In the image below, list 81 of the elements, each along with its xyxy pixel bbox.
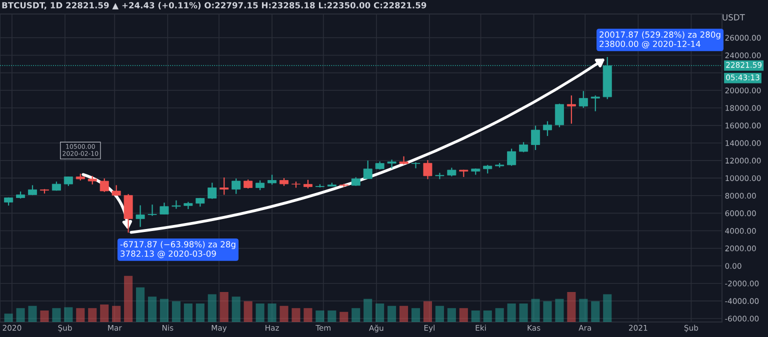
bar: [292, 308, 300, 322]
bar: [112, 306, 121, 322]
candlestick: [160, 202, 169, 215]
bar: [232, 296, 240, 322]
candlestick: [435, 172, 444, 180]
bar: [423, 301, 432, 322]
candlestick: [136, 204, 145, 228]
bar: [399, 306, 408, 322]
y-axis-title: USDT: [722, 14, 745, 20]
bar: [100, 304, 109, 322]
candlestick: [124, 194, 133, 234]
bar: [447, 308, 456, 322]
bar: [603, 294, 612, 322]
candlestick: [148, 204, 157, 216]
bar: [244, 301, 252, 322]
bar: [483, 310, 492, 322]
bar: [4, 314, 13, 322]
bar: [76, 308, 85, 322]
candlestick: [363, 160, 372, 180]
candlestick: [256, 180, 265, 191]
bar: [364, 298, 372, 322]
bar: [519, 304, 528, 322]
bar: [88, 308, 97, 322]
bar: [268, 304, 276, 322]
bar: [52, 308, 61, 322]
bar: [567, 292, 576, 322]
bar: [28, 306, 37, 322]
candlestick: [543, 120, 552, 137]
candlestick: [244, 178, 253, 190]
bar: [459, 308, 468, 322]
bar: [316, 310, 324, 322]
bar: [16, 308, 25, 322]
candlestick: [387, 159, 396, 169]
bar: [280, 306, 288, 322]
bar: [40, 310, 49, 322]
annotation: 20017.87 (529.28%) za 280g 23800.00 @ 2020-12-14: [600, 31, 720, 48]
candlestick: [399, 156, 408, 166]
bar: [543, 301, 552, 322]
bar: [591, 301, 600, 322]
bar: [435, 306, 444, 322]
candlestick: [531, 125, 540, 151]
bar: [388, 306, 396, 322]
candlestick: [578, 90, 588, 108]
bar: [507, 304, 516, 322]
candlestick: [220, 176, 229, 196]
candlestick: [554, 103, 564, 128]
candlestick: [507, 148, 516, 166]
candlestick: [411, 162, 420, 169]
bar: [184, 304, 192, 322]
candlestick: [590, 94, 600, 112]
bar: [64, 307, 73, 322]
chart-title: BTCUSDT, 1D 22821.59 ▲ +24.43 (+0.11%) O:22797.15 H:23285.18 L:22350.00 C:22821.59: [2, 2, 426, 10]
candlestick: [566, 94, 576, 124]
bar: [256, 304, 264, 322]
bar: [531, 298, 540, 322]
bar: [196, 304, 204, 322]
candlestick: [64, 176, 73, 187]
bar: [208, 294, 216, 322]
candlestick: [423, 160, 432, 180]
bar: [148, 296, 157, 322]
candlestick: [268, 174, 277, 186]
bar: [136, 287, 145, 322]
annotation: -6717.87 (−63.98%) za 28g 3782.13 @ 2020-03-09: [120, 240, 236, 258]
candlestick: [208, 182, 217, 200]
bar: [160, 298, 169, 322]
bar: [304, 308, 312, 322]
bar: [495, 308, 504, 322]
bar: [340, 312, 348, 322]
bar: [555, 298, 564, 322]
bar: [471, 310, 480, 322]
bar: [411, 308, 420, 322]
bar: [376, 304, 384, 322]
bar: [220, 292, 228, 322]
bar: [172, 301, 180, 322]
bar: [124, 276, 133, 322]
bar: [579, 298, 588, 322]
candlestick: [172, 200, 181, 210]
bar: [328, 310, 336, 322]
candlestick: [100, 178, 109, 193]
candlestick: [232, 178, 241, 194]
bar: [352, 308, 360, 322]
